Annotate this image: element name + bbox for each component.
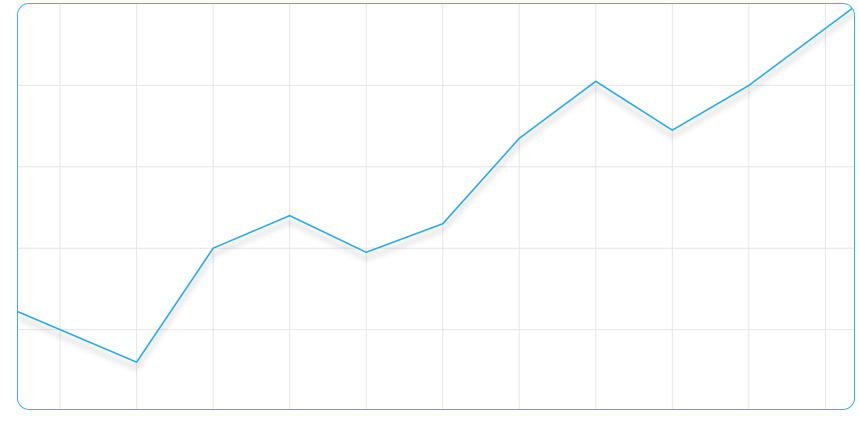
line-chart bbox=[18, 4, 854, 409]
chart-card bbox=[17, 3, 855, 410]
series-line bbox=[18, 6, 854, 363]
series-layer bbox=[18, 6, 854, 371]
grid-layer bbox=[18, 4, 854, 409]
series-line-shadow bbox=[18, 10, 854, 371]
